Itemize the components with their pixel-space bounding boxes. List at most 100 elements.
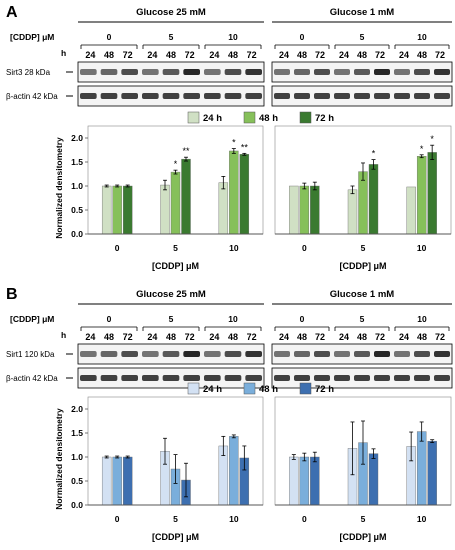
condition-label: Glucose 25 mM — [136, 7, 206, 18]
bar — [239, 154, 250, 235]
blot-band — [224, 69, 242, 75]
blot-band — [204, 69, 221, 75]
y-tick-label: 1.0 — [71, 452, 83, 462]
blot-band — [245, 351, 262, 357]
time-label: 48 — [104, 332, 114, 342]
blot-band — [354, 375, 370, 381]
blot-band — [434, 69, 450, 75]
bar — [347, 189, 358, 235]
blot-band — [434, 93, 450, 99]
condition-label: Glucose 25 mM — [136, 289, 206, 300]
time-label: 72 — [315, 50, 325, 60]
blot-band — [294, 351, 310, 357]
legend-label: 72 h — [315, 384, 334, 395]
time-label: 48 — [228, 332, 238, 342]
significance-mark: ** — [241, 142, 249, 152]
condition-label: Glucose 1 mM — [330, 289, 394, 300]
dose-label: 10 — [228, 32, 238, 42]
legend-label: 48 h — [259, 384, 278, 395]
time-label: 24 — [279, 50, 289, 60]
bar — [122, 456, 133, 506]
dose-label: 10 — [417, 314, 427, 324]
bar — [368, 453, 379, 506]
y-tick-label: 2.0 — [71, 404, 83, 414]
dose-label: 5 — [169, 314, 174, 324]
blot-band — [374, 351, 390, 357]
blot-band — [121, 351, 138, 357]
blot-band — [183, 375, 200, 381]
x-tick-label: 10 — [417, 514, 427, 524]
bar — [299, 456, 310, 506]
time-label: 72 — [435, 50, 445, 60]
h-row-label: h — [61, 330, 66, 340]
blot-band — [100, 375, 118, 381]
blot-band — [121, 93, 138, 99]
blot-band — [245, 93, 262, 99]
legend-label: 48 h — [259, 113, 278, 124]
time-label: 48 — [417, 50, 427, 60]
dose-label: 0 — [107, 314, 112, 324]
x-tick-label: 5 — [361, 514, 366, 524]
blot-band — [294, 93, 310, 99]
time-label: 24 — [339, 332, 349, 342]
blot-band — [142, 69, 159, 75]
x-tick-label: 10 — [229, 514, 239, 524]
blot-band — [274, 351, 290, 357]
time-label: 24 — [339, 50, 349, 60]
time-label: 48 — [166, 332, 176, 342]
y-axis-title: Normalized densitometry — [54, 408, 64, 510]
blot-label: β-actin 42 kDa — [6, 92, 58, 101]
x-tick-label: 0 — [302, 243, 307, 253]
time-label: 72 — [247, 332, 257, 342]
time-label: 72 — [375, 50, 385, 60]
blot-band — [121, 375, 138, 381]
time-label: 48 — [357, 50, 367, 60]
blot-band — [414, 69, 430, 75]
blot-band — [80, 351, 97, 357]
legend-swatch — [299, 111, 312, 124]
x-tick-label: 5 — [173, 514, 178, 524]
time-label: 24 — [147, 50, 157, 60]
y-tick-label: 1.5 — [71, 157, 83, 167]
blot-band — [314, 69, 330, 75]
legend-label: 24 h — [203, 113, 222, 124]
dose-label: 0 — [107, 32, 112, 42]
dose-label: 0 — [300, 314, 305, 324]
time-label: 72 — [435, 332, 445, 342]
y-tick-label: 2.0 — [71, 133, 83, 143]
blot-band — [162, 351, 180, 357]
time-label: 48 — [297, 50, 307, 60]
blot-band — [294, 69, 310, 75]
blot-band — [374, 93, 390, 99]
blot-band — [434, 375, 450, 381]
blot-band — [434, 351, 450, 357]
bar — [289, 456, 299, 506]
x-axis-title: [CDDP] μM — [340, 532, 387, 542]
blot-band — [354, 351, 370, 357]
x-tick-label: 5 — [361, 243, 366, 253]
time-label: 72 — [123, 332, 133, 342]
time-label: 24 — [85, 50, 95, 60]
bar — [416, 431, 427, 506]
blot-band — [142, 93, 159, 99]
y-tick-label: 0.5 — [71, 476, 83, 486]
legend-swatch — [243, 111, 256, 124]
time-label: 72 — [185, 332, 195, 342]
bar — [310, 185, 320, 235]
significance-mark: ** — [182, 146, 190, 156]
blot-band — [274, 375, 290, 381]
legend-swatch — [299, 382, 312, 395]
h-row-label: h — [61, 48, 66, 58]
x-axis-title: [CDDP] μM — [340, 261, 387, 271]
bar — [101, 456, 112, 506]
blot-band — [80, 93, 97, 99]
blot-label: β-actin 42 kDa — [6, 374, 58, 383]
blot-band — [394, 375, 410, 381]
cddp-row-label: [CDDP] μM — [10, 314, 54, 324]
bar — [406, 186, 416, 235]
blot-band — [142, 351, 159, 357]
blot-band — [162, 93, 180, 99]
blot-band — [224, 375, 242, 381]
blot-band — [354, 69, 370, 75]
